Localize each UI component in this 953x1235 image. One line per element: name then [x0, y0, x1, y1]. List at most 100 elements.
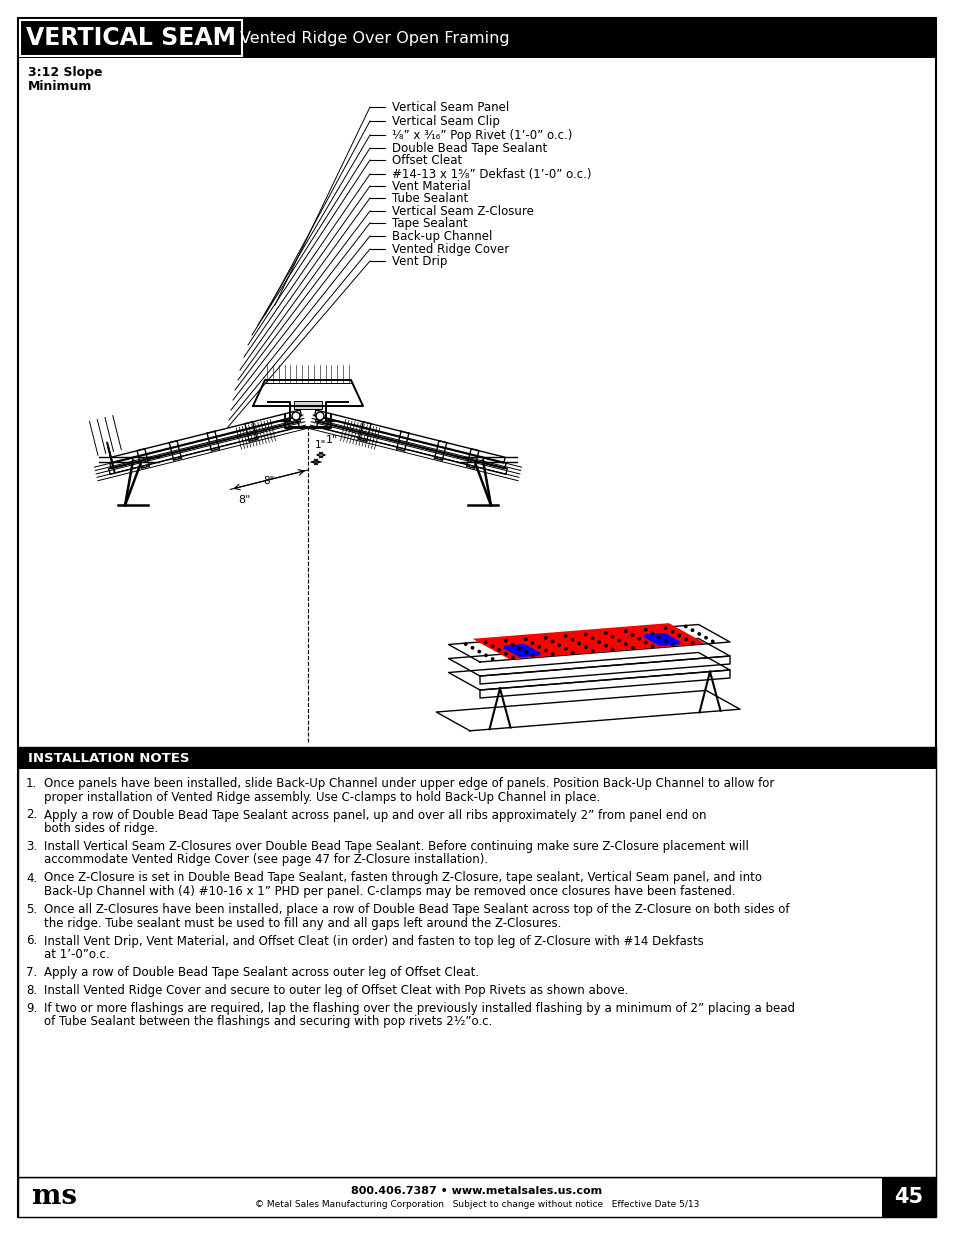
- Circle shape: [598, 641, 599, 643]
- Circle shape: [638, 637, 639, 640]
- Text: 7.: 7.: [26, 966, 37, 979]
- Text: the ridge. Tube sealant must be used to fill any and all gaps left around the Z-: the ridge. Tube sealant must be used to …: [44, 916, 560, 930]
- Circle shape: [578, 642, 579, 645]
- Text: 8": 8": [237, 495, 250, 505]
- Circle shape: [584, 634, 586, 636]
- Text: accommodate Vented Ridge Cover (see page 47 for Z-Closure installation).: accommodate Vented Ridge Cover (see page…: [44, 853, 488, 867]
- Text: Tube Sealant: Tube Sealant: [392, 191, 468, 205]
- Text: Back-up Channel: Back-up Channel: [392, 230, 492, 242]
- Circle shape: [511, 656, 514, 658]
- Text: INSTALLATION NOTES: INSTALLATION NOTES: [28, 752, 190, 764]
- Circle shape: [531, 655, 534, 657]
- Circle shape: [698, 632, 700, 635]
- Text: 800.406.7387 • www.metalsales.us.com: 800.406.7387 • www.metalsales.us.com: [351, 1186, 602, 1195]
- Circle shape: [558, 643, 559, 646]
- Circle shape: [684, 625, 686, 627]
- Circle shape: [678, 635, 679, 637]
- Circle shape: [624, 630, 626, 632]
- Text: Apply a row of Double Bead Tape Sealant across outer leg of Offset Cleat.: Apply a row of Double Bead Tape Sealant …: [44, 966, 478, 979]
- Circle shape: [671, 631, 673, 634]
- Text: 6.: 6.: [26, 935, 37, 947]
- Text: Once Z-Closure is set in Double Bead Tape Sealant, fasten through Z-Closure, tap: Once Z-Closure is set in Double Bead Tap…: [44, 872, 761, 884]
- Bar: [18, 747, 935, 1177]
- Circle shape: [471, 647, 474, 650]
- Text: 45: 45: [894, 1187, 923, 1207]
- Circle shape: [504, 640, 506, 642]
- Text: Vertical Seam Panel: Vertical Seam Panel: [392, 100, 509, 114]
- Circle shape: [544, 650, 547, 652]
- Polygon shape: [478, 625, 700, 657]
- Circle shape: [644, 641, 646, 643]
- Circle shape: [618, 640, 619, 641]
- Circle shape: [464, 643, 466, 645]
- Circle shape: [651, 645, 653, 647]
- Circle shape: [691, 642, 693, 645]
- Polygon shape: [504, 646, 539, 656]
- Text: Minimum: Minimum: [28, 80, 92, 93]
- Text: Double Bead Tape Sealant: Double Bead Tape Sealant: [392, 142, 547, 154]
- Text: Install Vented Ridge Cover and secure to outer leg of Offset Cleat with Pop Rive: Install Vented Ridge Cover and secure to…: [44, 984, 628, 997]
- Circle shape: [631, 634, 633, 636]
- Text: 9.: 9.: [26, 1002, 37, 1015]
- Text: of Tube Sealant between the flashings and securing with pop rivets 2¹⁄₂”o.c.: of Tube Sealant between the flashings an…: [44, 1015, 492, 1029]
- Text: Vented Ridge Over Open Framing: Vented Ridge Over Open Framing: [240, 31, 509, 46]
- Circle shape: [484, 655, 487, 657]
- Text: If two or more flashings are required, lap the flashing over the previously inst: If two or more flashings are required, l…: [44, 1002, 794, 1015]
- Circle shape: [517, 647, 520, 650]
- Circle shape: [571, 651, 574, 653]
- Bar: [18, 1177, 935, 1216]
- Circle shape: [704, 636, 706, 638]
- Text: Once all Z-Closures have been installed, place a row of Double Bead Tape Sealant: Once all Z-Closures have been installed,…: [44, 903, 789, 916]
- Circle shape: [531, 642, 533, 645]
- Circle shape: [711, 640, 713, 642]
- Text: 5.: 5.: [26, 903, 37, 916]
- Text: 3.: 3.: [26, 840, 37, 853]
- Circle shape: [611, 635, 613, 637]
- Circle shape: [497, 648, 500, 651]
- Circle shape: [611, 648, 614, 651]
- Text: Vertical Seam Z-Closure: Vertical Seam Z-Closure: [392, 205, 534, 217]
- Text: Back-Up Channel with (4) #10-16 x 1” PHD per panel. C-clamps may be removed once: Back-Up Channel with (4) #10-16 x 1” PHD…: [44, 885, 735, 898]
- Text: 1": 1": [326, 435, 338, 445]
- Text: Offset Cleat: Offset Cleat: [392, 153, 462, 167]
- Circle shape: [624, 643, 626, 646]
- Bar: [18, 19, 935, 58]
- Text: Once panels have been installed, slide Back-Up Channel under upper edge of panel: Once panels have been installed, slide B…: [44, 777, 774, 790]
- Text: #14-13 x 1⁵⁄₈” Dekfast (1’-0” o.c.): #14-13 x 1⁵⁄₈” Dekfast (1’-0” o.c.): [392, 168, 591, 180]
- Circle shape: [584, 646, 587, 648]
- Circle shape: [591, 650, 594, 652]
- Circle shape: [604, 631, 606, 634]
- Text: at 1’-0”o.c.: at 1’-0”o.c.: [44, 948, 110, 961]
- Text: Install Vent Drip, Vent Material, and Offset Cleat (in order) and fasten to top : Install Vent Drip, Vent Material, and Of…: [44, 935, 703, 947]
- Circle shape: [524, 638, 526, 641]
- Circle shape: [491, 658, 494, 661]
- Text: 2.: 2.: [26, 809, 37, 821]
- Text: VERTICAL SEAM: VERTICAL SEAM: [26, 26, 235, 49]
- Circle shape: [315, 412, 324, 420]
- Circle shape: [524, 651, 527, 653]
- Circle shape: [631, 647, 634, 650]
- Text: Install Vertical Seam Z-Closures over Double Bead Tape Sealant. Before continuin: Install Vertical Seam Z-Closures over Do…: [44, 840, 748, 853]
- Circle shape: [484, 641, 486, 643]
- Text: © Metal Sales Manufacturing Corporation   Subject to change without notice   Eff: © Metal Sales Manufacturing Corporation …: [254, 1200, 699, 1209]
- Circle shape: [477, 651, 480, 653]
- Text: ¹⁄₈” x ³⁄₁₆” Pop Rivet (1’-0” o.c.): ¹⁄₈” x ³⁄₁₆” Pop Rivet (1’-0” o.c.): [392, 128, 572, 142]
- Text: 8": 8": [263, 475, 274, 485]
- Polygon shape: [643, 635, 679, 645]
- Text: proper installation of Vented Ridge assembly. Use C-clamps to hold Back-Up Chann: proper installation of Vented Ridge asse…: [44, 790, 599, 804]
- Bar: [294, 401, 322, 409]
- Text: 4.: 4.: [26, 872, 37, 884]
- Circle shape: [604, 645, 606, 647]
- Circle shape: [564, 647, 567, 650]
- Circle shape: [591, 637, 593, 640]
- Text: Apply a row of Double Bead Tape Sealant across panel, up and over all ribs appro: Apply a row of Double Bead Tape Sealant …: [44, 809, 706, 821]
- Text: C: C: [299, 747, 308, 757]
- Text: Vented Ridge Cover: Vented Ridge Cover: [392, 242, 509, 256]
- Circle shape: [511, 643, 513, 646]
- Circle shape: [671, 643, 673, 646]
- Circle shape: [571, 638, 573, 641]
- Text: Vent Drip: Vent Drip: [392, 254, 447, 268]
- Text: 3:12 Slope: 3:12 Slope: [28, 65, 102, 79]
- Circle shape: [551, 640, 553, 642]
- Circle shape: [664, 640, 666, 642]
